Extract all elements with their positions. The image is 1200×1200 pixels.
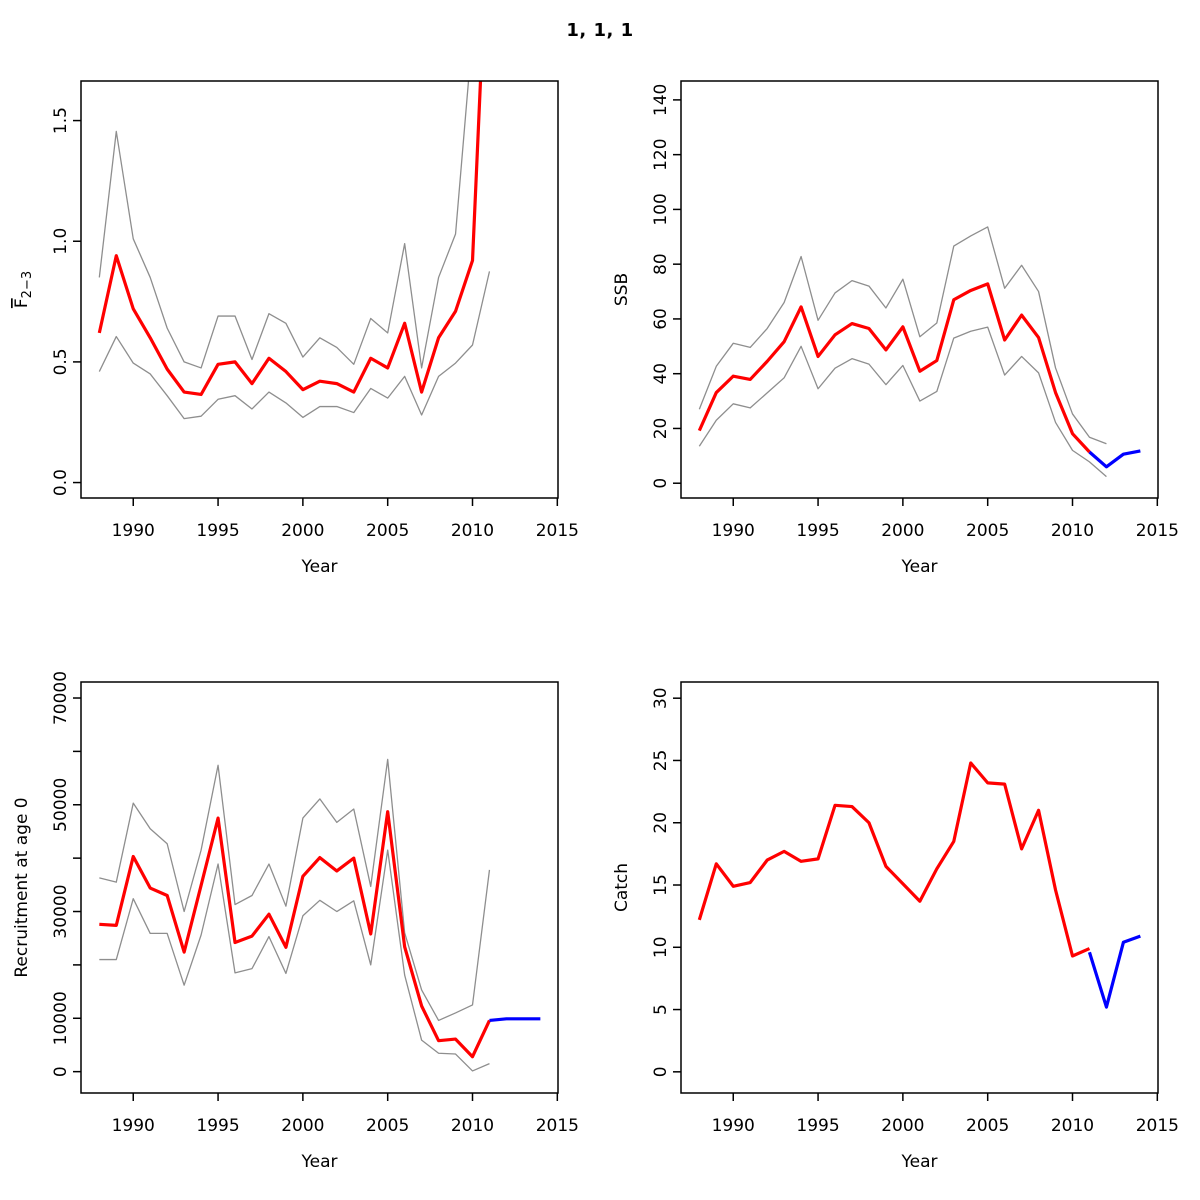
y-tick-label: 30000 [51,884,71,938]
x-axis-label: Year [901,557,938,577]
series-group-ssb [697,226,1141,478]
fbar-upper-ci-line [98,81,470,369]
plot-frame-catch [680,681,1159,1094]
y-tick-label: 40 [651,363,671,385]
catch-forecast-line [1087,934,1141,1009]
y-tick-label: 0.5 [51,348,71,375]
x-tick-label: 2000 [281,1116,324,1136]
ssb-upper-ci-line [698,226,1107,445]
y-tick-label: 1.5 [51,107,71,134]
plot-frame-recruitment [80,681,559,1094]
y-tick-label: 10 [651,936,671,958]
x-tick-label: 1995 [196,1116,239,1136]
series-group-recruitment [99,758,541,1072]
x-tick-label: 2015 [536,1116,579,1136]
y-axis-label: Recruitment at age 0 [12,797,32,977]
x-tick-label: 1990 [712,521,755,541]
x-tick-label: 2010 [451,1116,494,1136]
y-tick-label: 0 [651,1066,671,1077]
y-axis-label: Catch [612,863,632,912]
panel-recruitment: 1990 1995 2000 2005 2010 2015 0 10000 30000 50000… [12,671,579,1172]
x-tick-label: 2015 [536,521,579,541]
x-tick-label: 2015 [1136,1116,1179,1136]
x-tick-label: 1990 [112,521,155,541]
y-tick-label: 20 [651,418,671,440]
y-axis-label: SSB [612,273,632,306]
recruitment-forecast-line [489,1017,541,1023]
panel-catch: 1990 1995 2000 2005 2010 2015 0 5 10 15 20 25 30 Year… [612,681,1179,1172]
y-tick-label: 100 [651,193,671,225]
x-tick-label: 2005 [366,521,409,541]
recruitment-upper-ci-line [99,758,491,1022]
y-tick-label: 5 [651,1004,671,1015]
y-tick-label: 25 [651,750,671,772]
plot-frame-fbar [80,80,559,499]
y-tick-label: 30 [651,687,671,709]
y-axis-label: F2−3 [12,271,35,308]
x-tick-label: 1990 [112,1116,155,1136]
x-axis-label: Year [301,557,338,577]
y-tick-label: 15 [651,874,671,896]
series-group-catch [697,761,1141,1009]
y-tick-label: 50000 [51,778,71,832]
x-tick-label: 2010 [1051,1116,1094,1136]
catch-estimate-line [697,761,1091,958]
y-tick-label: 140 [651,84,671,116]
recruitment-estimate-line [99,810,491,1059]
x-tick-label: 2005 [966,521,1009,541]
fbar-lower-ci-line [98,271,491,420]
x-tick-label: 2000 [881,521,924,541]
x-tick-label: 2010 [1051,521,1094,541]
panel-ssb: 1990 1995 2000 2005 2010 2015 0 20 40 60 80 100 120 1… [612,80,1179,577]
ssb-forecast-line [1088,449,1141,469]
figure-title: 1, 1, 1 [566,20,634,41]
y-tick-label: 120 [651,138,671,170]
x-tick-label: 2000 [881,1116,924,1136]
y-tick-label: 0 [51,1066,71,1077]
ssb-estimate-line [697,282,1091,454]
y-tick-label: 0 [651,478,671,489]
y-tick-label: 20 [651,812,671,834]
x-axis-label: Year [301,1152,338,1172]
x-tick-label: 2005 [966,1116,1009,1136]
x-tick-label: 2000 [281,521,324,541]
x-tick-label: 1995 [796,521,839,541]
x-axis-label: Year [901,1152,938,1172]
plot-frame-ssb [680,80,1159,499]
panel-fbar: 1990 1995 2000 2005 2010 2015 0.0 0.5 1.0 1.5 Year… [12,80,579,577]
fbar-estimate-line [97,81,483,397]
y-tick-label: 80 [651,253,671,275]
y-tick-label: 1.0 [51,228,71,255]
ssb-lower-ci-line [698,326,1107,478]
y-tick-label: 60 [651,308,671,330]
recruitment-lower-ci-line [99,849,490,1072]
series-group-fbar [97,81,491,420]
x-tick-label: 2005 [366,1116,409,1136]
x-tick-label: 2010 [451,521,494,541]
x-tick-label: 1995 [196,521,239,541]
y-tick-label: 70000 [51,671,71,725]
x-tick-label: 1995 [796,1116,839,1136]
y-tick-label: 10000 [51,991,71,1045]
x-tick-label: 2015 [1136,521,1179,541]
x-tick-label: 1990 [712,1116,755,1136]
y-tick-label: 0.0 [51,469,71,496]
